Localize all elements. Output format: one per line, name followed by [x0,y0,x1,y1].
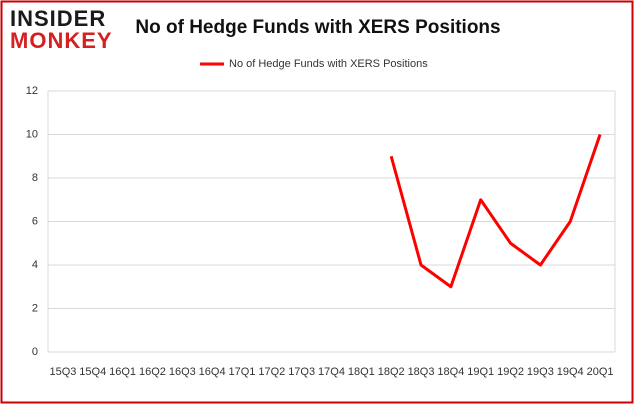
x-tick-label: 20Q1 [587,366,614,378]
x-tick-label: 16Q2 [139,366,166,378]
x-tick-label: 15Q3 [49,366,76,378]
y-tick-label: 2 [32,302,38,314]
logo-bottom: MONKEY [10,28,113,53]
x-tick-label: 17Q1 [229,366,256,378]
x-tick-label: 19Q3 [527,366,554,378]
x-tick-label: 19Q1 [467,366,494,378]
y-tick-label: 0 [32,346,38,358]
x-tick-label: 18Q2 [378,366,405,378]
x-tick-label: 19Q2 [497,366,524,378]
y-tick-label: 12 [26,85,38,97]
x-tick-label: 16Q1 [109,366,136,378]
x-tick-label: 18Q3 [408,366,435,378]
x-tick-label: 17Q2 [258,366,285,378]
x-tick-label: 19Q4 [557,366,584,378]
line-series [389,134,602,289]
logo-top: INSIDER [10,6,106,31]
y-tick-label: 10 [26,128,38,140]
chart-title: No of Hedge Funds with XERS Positions [135,17,500,38]
x-tick-label: 16Q4 [199,366,226,378]
x-tick-label: 18Q1 [348,366,375,378]
y-tick-label: 4 [32,259,38,271]
y-tick-label: 6 [32,215,38,227]
legend-label: No of Hedge Funds with XERS Positions [229,58,428,70]
x-tick-label: 16Q3 [169,366,196,378]
x-tick-label: 15Q4 [79,366,106,378]
x-tick-label: 18Q4 [437,366,464,378]
x-tick-label: 17Q4 [318,366,345,378]
y-tick-label: 8 [32,172,38,184]
x-tick-label: 17Q3 [288,366,315,378]
